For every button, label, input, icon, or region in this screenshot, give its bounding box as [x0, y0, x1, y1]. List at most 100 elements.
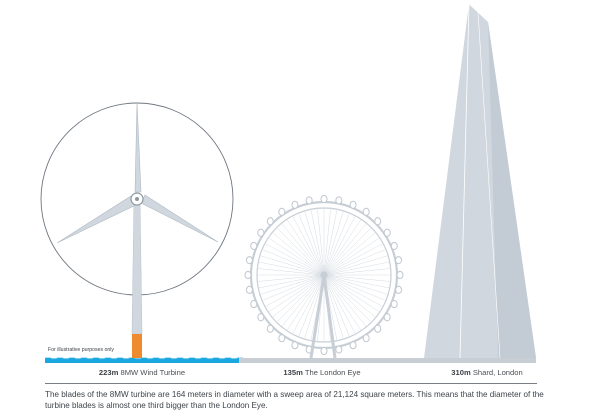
- eye-spoke: [323, 274, 350, 337]
- eye-spoke: [323, 232, 376, 276]
- eye-spoke: [323, 274, 362, 331]
- eye-spoke: [323, 274, 356, 335]
- eye-spoke: [323, 274, 372, 323]
- eye-capsule: [335, 345, 343, 354]
- eye-capsule: [257, 313, 265, 322]
- turbine-base: [132, 334, 142, 358]
- eye-capsule: [335, 196, 343, 205]
- eye-capsule: [383, 228, 391, 237]
- eye-spoke: [304, 210, 325, 276]
- wind-turbine-illustration: [40, 102, 234, 358]
- eye-spoke: [323, 249, 386, 276]
- shard-illustration: [424, 3, 536, 359]
- eye-spoke: [323, 268, 391, 276]
- eye-spoke: [323, 255, 389, 276]
- eye-capsule: [362, 334, 370, 343]
- eye-spoke: [276, 274, 325, 323]
- eye-spoke: [286, 219, 325, 276]
- london-eye-illustration: [244, 194, 404, 359]
- eye-spoke: [323, 237, 380, 276]
- eye-capsule: [349, 341, 357, 350]
- eye-spoke: [272, 274, 325, 318]
- eye-spoke: [323, 208, 331, 276]
- eye-spoke: [268, 237, 325, 276]
- eye-spoke: [292, 274, 325, 335]
- eye-spoke: [281, 223, 325, 276]
- eye-spoke: [323, 261, 390, 276]
- eye-spoke: [323, 274, 367, 327]
- eye-spoke: [323, 227, 372, 276]
- eye-spoke: [323, 209, 338, 276]
- shard-height-label: 310m: [451, 368, 471, 377]
- eye-capsule: [266, 324, 274, 333]
- eye-capsule: [374, 217, 382, 226]
- eye-spoke: [323, 210, 344, 276]
- eye-spoke: [258, 261, 325, 276]
- water-line: [44, 356, 244, 363]
- eye-spoke: [257, 274, 325, 282]
- eye-spoke: [323, 274, 390, 289]
- eye-spoke: [323, 213, 350, 276]
- eye-spoke: [323, 274, 391, 282]
- eye-capsule: [374, 324, 382, 333]
- eye-capsule: [250, 241, 258, 251]
- eye-capsule: [320, 346, 328, 356]
- divider: [45, 383, 537, 384]
- eye-spoke: [323, 243, 384, 276]
- eye-capsule: [383, 313, 391, 322]
- eye-spoke: [298, 213, 325, 276]
- eye-spoke: [317, 208, 325, 276]
- eye-spoke: [292, 215, 325, 276]
- eye-capsule: [396, 270, 404, 280]
- eye-spoke: [262, 249, 325, 276]
- eye-capsule: [291, 341, 299, 350]
- eye-spoke: [259, 255, 325, 276]
- eye-spoke: [276, 227, 325, 276]
- eye-capsule: [390, 241, 398, 251]
- eye-capsule: [245, 256, 253, 265]
- eye-capsule: [349, 200, 357, 209]
- eye-capsule: [320, 194, 328, 204]
- eye-capsule: [245, 285, 253, 294]
- eye-capsule: [395, 285, 403, 294]
- eye-capsule: [291, 200, 299, 209]
- eye-spoke: [281, 274, 325, 327]
- eye-spoke: [310, 209, 325, 276]
- eye-capsule: [244, 270, 252, 280]
- turbine-caption: 223m 8MW Wind Turbine: [82, 368, 202, 380]
- eye-spoke: [323, 274, 384, 307]
- turbine-name: 8MW Wind Turbine: [120, 368, 186, 377]
- eye-capsule: [278, 207, 286, 216]
- eye-spoke: [323, 274, 389, 295]
- eye-capsule: [278, 334, 286, 343]
- eye-spoke: [258, 274, 325, 289]
- eye-spoke: [323, 274, 376, 318]
- ground-line: [238, 358, 536, 363]
- eye-spoke: [323, 274, 344, 340]
- shard-caption: 310m Shard, London: [422, 368, 552, 380]
- eye-capsule: [266, 217, 274, 226]
- eye-capsule: [257, 228, 265, 237]
- eye-spoke: [272, 232, 325, 276]
- eye-spoke: [286, 274, 325, 331]
- eye-spoke: [257, 268, 325, 276]
- eye-capsule: [305, 196, 313, 205]
- eye-spoke: [323, 215, 356, 276]
- london-eye-caption: 135m The London Eye: [262, 368, 382, 380]
- eye-spoke: [264, 243, 325, 276]
- london-eye-name: The London Eye: [304, 368, 361, 377]
- eye-spoke: [323, 274, 380, 313]
- eye-spoke: [323, 219, 362, 276]
- disclaimer-note: For illustrative purposes only: [48, 347, 115, 353]
- eye-capsule: [362, 207, 370, 216]
- eye-spoke: [268, 274, 325, 313]
- eye-spoke: [264, 274, 325, 307]
- eye-capsule: [395, 256, 403, 265]
- turbine-height-label: 223m: [98, 368, 119, 377]
- eye-spoke: [323, 274, 386, 301]
- london-eye-height-label: 135m: [283, 368, 303, 377]
- eye-capsule: [390, 299, 398, 309]
- eye-capsule: [250, 299, 258, 309]
- description-text: The blades of the 8MW turbine are 164 me…: [45, 390, 544, 410]
